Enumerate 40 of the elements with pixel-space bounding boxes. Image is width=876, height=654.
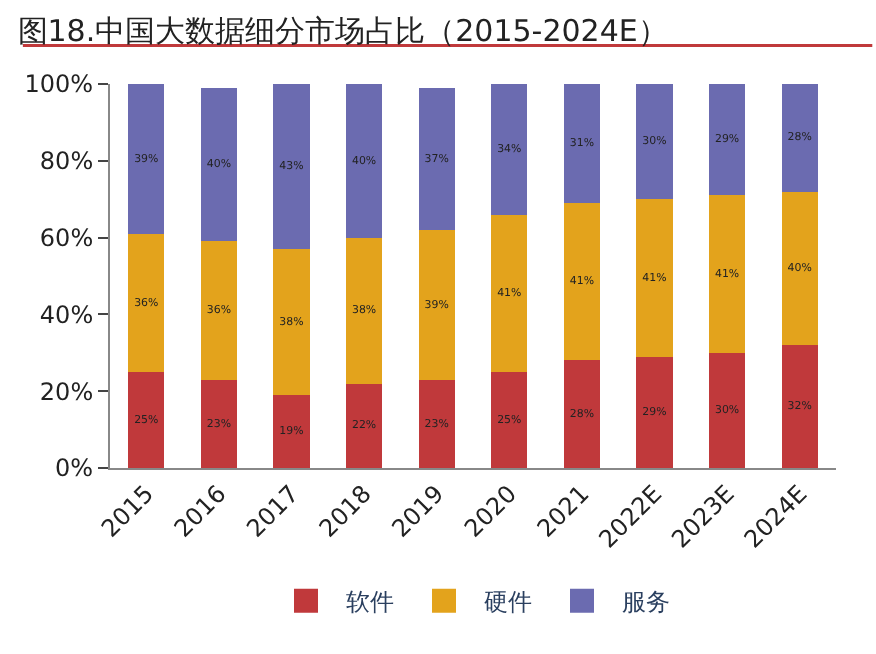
bar xyxy=(345,383,383,468)
bar xyxy=(128,372,165,468)
bar xyxy=(128,233,165,372)
bar xyxy=(345,84,383,238)
bar xyxy=(708,352,746,468)
legend-label: 服务 xyxy=(622,588,670,617)
bar xyxy=(708,84,746,196)
bar xyxy=(563,84,601,204)
bar xyxy=(200,241,238,380)
bar xyxy=(273,395,310,468)
y-tick-label: 0% xyxy=(55,454,94,483)
y-tick-label: 100% xyxy=(24,70,94,99)
bar xyxy=(345,237,383,384)
bar xyxy=(491,84,528,215)
y-tick-label: 80% xyxy=(39,147,94,176)
bar xyxy=(128,84,165,234)
bar xyxy=(491,214,528,372)
bar xyxy=(273,249,310,396)
legend-label: 软件 xyxy=(346,588,394,617)
y-tick-label: 40% xyxy=(39,300,94,329)
bar xyxy=(563,360,601,468)
bar xyxy=(418,229,455,380)
bar xyxy=(636,199,673,357)
y-tick-label: 20% xyxy=(39,377,94,406)
bar xyxy=(200,87,238,242)
bar xyxy=(636,84,673,200)
bar xyxy=(418,379,455,468)
bar xyxy=(563,203,601,361)
bar xyxy=(781,345,818,468)
bar xyxy=(491,372,528,468)
bar xyxy=(636,356,673,468)
bar xyxy=(418,87,455,230)
y-tick-label: 60% xyxy=(39,224,94,252)
bar xyxy=(781,191,818,346)
bar xyxy=(200,379,238,468)
bar xyxy=(273,84,310,250)
legend-label: 硬件 xyxy=(484,588,532,617)
chart-title: 图18.中国大数据细分市场占比（2015-2024E） xyxy=(17,12,668,49)
bar xyxy=(781,84,818,192)
bar xyxy=(708,195,746,353)
